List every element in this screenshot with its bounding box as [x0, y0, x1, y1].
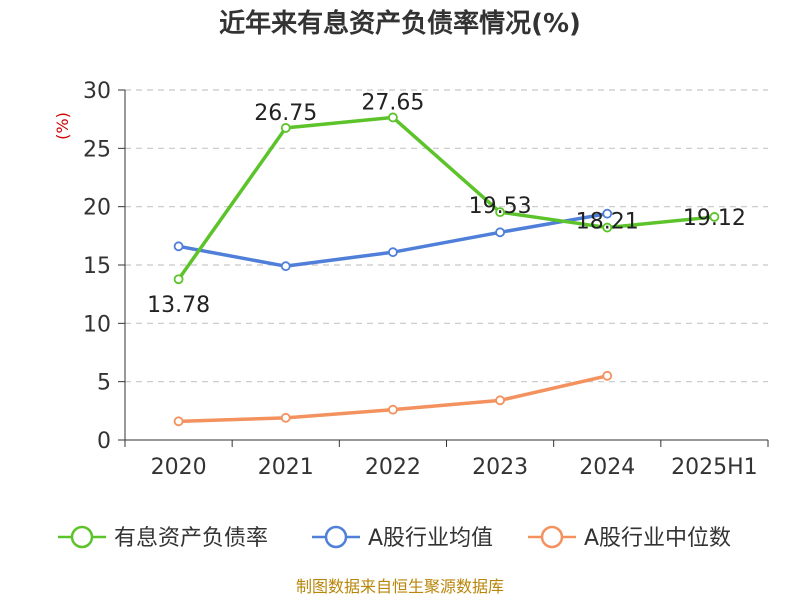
series-2: [173, 370, 613, 427]
x-tick-label: 2023: [472, 455, 528, 480]
data-point: [173, 241, 184, 252]
data-labels: 13.78 26.75 27.65 19.53 18.21 19.12: [147, 90, 746, 318]
legend-item-1: A股行业均值: [312, 525, 493, 551]
data-point: [280, 261, 291, 272]
data-point: [388, 404, 398, 415]
axes: [118, 89, 769, 447]
source-note: 制图数据来自恒生聚源数据库: [296, 577, 504, 596]
data-label: 19.53: [469, 194, 532, 219]
y-tick-label: 5: [97, 371, 111, 396]
y-tick-label: 10: [83, 312, 111, 337]
grid-lines: [125, 89, 768, 383]
data-label: 19.12: [683, 206, 746, 231]
series-group: [173, 112, 720, 427]
x-tick-labels: 2020 2021 2022 2023 2024 2025H1: [151, 455, 758, 480]
data-point: [280, 123, 291, 133]
data-point: [388, 112, 398, 123]
data-label: 27.65: [361, 90, 424, 115]
legend-marker-icon: [540, 525, 564, 549]
y-axis-unit: (%): [53, 112, 72, 140]
x-tick-label: 2024: [579, 455, 635, 480]
y-tick-label: 25: [83, 137, 111, 162]
data-label: 26.75: [254, 101, 317, 126]
y-tick-label: 30: [83, 79, 111, 104]
chart-title: 近年来有息资产负债率情况(%): [219, 8, 581, 39]
x-tick-label: 2021: [258, 455, 314, 480]
legend: 有息资产负债率 A股行业均值 A股行业中位数: [58, 525, 731, 551]
y-tick-labels: 0 5 10 15 20 25 30: [83, 79, 111, 454]
series-0: [173, 112, 720, 285]
legend-marker-icon: [70, 525, 94, 549]
legend-item-0: 有息资产负债率: [58, 525, 268, 551]
x-tick-label: 2025H1: [671, 455, 758, 480]
data-point: [602, 208, 613, 219]
legend-label: A股行业均值: [368, 526, 493, 551]
y-tick-label: 20: [83, 196, 111, 221]
series-line: [177, 115, 715, 281]
legend-label: A股行业中位数: [584, 526, 731, 551]
data-point: [602, 222, 613, 233]
data-point: [602, 370, 613, 381]
legend-label: 有息资产负债率: [114, 526, 268, 551]
x-tick-label: 2022: [365, 455, 421, 480]
data-point: [280, 412, 291, 423]
data-point: [709, 212, 720, 222]
series-1: [173, 208, 613, 272]
legend-marker-icon: [324, 525, 348, 549]
data-point: [495, 207, 505, 218]
legend-item-2: A股行业中位数: [528, 525, 731, 551]
data-point: [173, 416, 184, 427]
data-point: [495, 395, 505, 406]
data-label: 18.21: [576, 210, 639, 235]
data-label: 13.78: [147, 293, 210, 318]
data-point: [173, 274, 184, 285]
series-line: [178, 211, 608, 268]
data-point: [495, 227, 505, 238]
data-point: [388, 247, 398, 258]
x-tick-label: 2020: [151, 455, 207, 480]
y-tick-label: 0: [97, 429, 111, 454]
y-tick-label: 15: [83, 254, 111, 279]
